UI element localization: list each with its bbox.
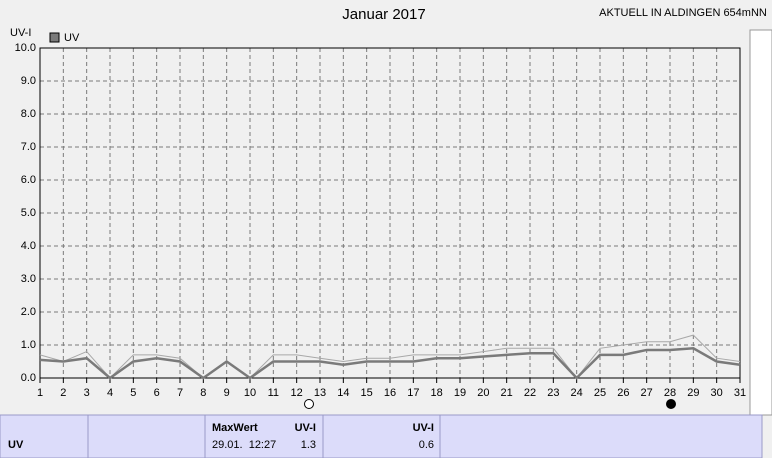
x-tick-label: 3	[84, 387, 90, 399]
y-tick-label: 9.0	[21, 75, 36, 87]
y-tick-label: 8.0	[21, 108, 36, 120]
x-tick-label: 31	[734, 387, 746, 399]
x-tick-label: 8	[200, 387, 206, 399]
x-tick-label: 7	[177, 387, 183, 399]
y-tick-label: 0.0	[21, 372, 36, 384]
x-tick-label: 30	[711, 387, 723, 399]
avg-unit: UV-I	[413, 422, 434, 434]
x-tick-label: 17	[407, 387, 419, 399]
y-tick-label: 6.0	[21, 174, 36, 186]
x-tick-label: 19	[454, 387, 466, 399]
max-unit: UV-I	[295, 422, 316, 434]
x-tick-label: 28	[664, 387, 676, 399]
max-time: 29.01. 12:27	[212, 439, 276, 451]
y-tick-label: 10.0	[15, 42, 36, 54]
y-tick-label: 7.0	[21, 141, 36, 153]
y-tick-label: 5.0	[21, 207, 36, 219]
x-tick-label: 15	[361, 387, 373, 399]
table-cell	[439, 414, 763, 458]
x-tick-label: 18	[431, 387, 443, 399]
row-label: UV	[8, 439, 24, 451]
x-tick-label: 12	[291, 387, 303, 399]
x-tick-label: 25	[594, 387, 606, 399]
avg-value: 0.6	[419, 439, 434, 451]
x-tick-label: 5	[130, 387, 136, 399]
max-value: 1.3	[301, 439, 316, 451]
x-tick-label: 22	[524, 387, 536, 399]
x-tick-label: 29	[687, 387, 699, 399]
x-tick-label: 11	[268, 387, 279, 399]
legend-label: UV	[64, 32, 80, 44]
chart-title: Januar 2017	[342, 6, 425, 23]
y-tick-label: 2.0	[21, 306, 36, 318]
moon-icon	[304, 399, 314, 409]
x-tick-label: 14	[337, 387, 349, 399]
x-tick-label: 6	[154, 387, 160, 399]
x-tick-label: 13	[314, 387, 326, 399]
x-tick-label: 2	[60, 387, 66, 399]
table-cell	[322, 414, 441, 458]
subtitle: AKTUELL IN ALDINGEN 654mNN	[599, 7, 767, 19]
x-tick-label: 1	[37, 387, 43, 399]
x-tick-label: 10	[244, 387, 256, 399]
legend-swatch	[49, 32, 60, 43]
x-tick-label: 16	[384, 387, 396, 399]
x-tick-label: 24	[571, 387, 583, 399]
y-tick-label: 3.0	[21, 273, 36, 285]
data-line	[39, 347, 741, 380]
y-tick-label: 4.0	[21, 240, 36, 252]
moon-icon	[666, 399, 676, 409]
table-cell	[0, 414, 89, 458]
x-tick-label: 23	[547, 387, 559, 399]
data-line	[39, 334, 741, 379]
x-tick-label: 27	[641, 387, 653, 399]
x-tick-label: 20	[477, 387, 489, 399]
table-cell	[204, 414, 324, 458]
max-header: MaxWert	[212, 422, 258, 434]
side-strip	[749, 29, 772, 416]
x-tick-label: 9	[224, 387, 230, 399]
x-tick-label: 4	[107, 387, 113, 399]
y-tick-label: 1.0	[21, 339, 36, 351]
y-axis-label: UV-I	[10, 27, 31, 39]
x-tick-label: 26	[617, 387, 629, 399]
x-tick-label: 21	[501, 387, 513, 399]
plot-frame	[39, 47, 741, 379]
table-cell	[87, 414, 206, 458]
